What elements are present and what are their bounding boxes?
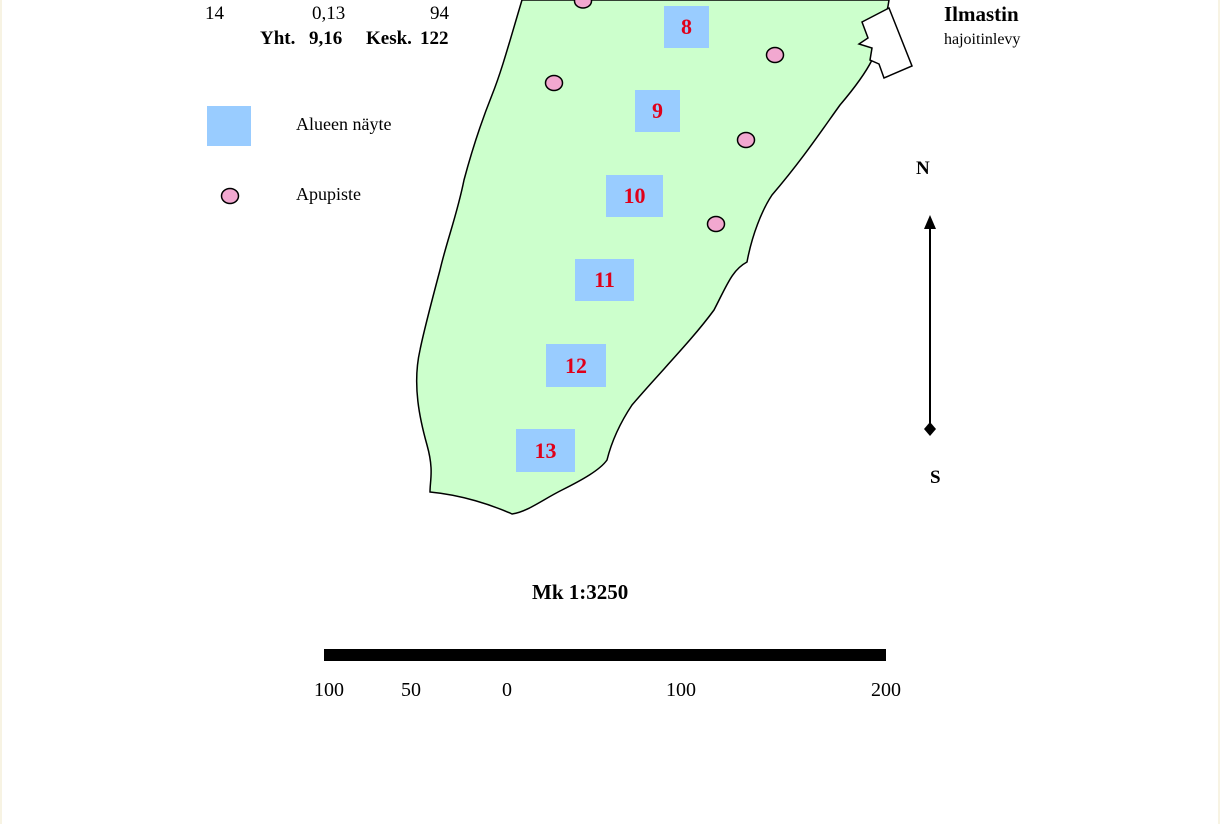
helper-point	[765, 46, 785, 64]
scale-tick-label: 0	[502, 679, 512, 701]
table-row-value1: 0,13	[312, 3, 346, 24]
scale-tick-label: 100	[314, 679, 344, 701]
south-diamond-icon	[924, 422, 936, 436]
table-row-value2: 94	[430, 3, 449, 24]
sample-point-12: 12	[546, 344, 606, 387]
helper-point	[706, 215, 726, 233]
diffuser-title: Ilmastin	[944, 2, 1019, 26]
diffuser-plate-shape	[857, 6, 913, 80]
legend-helper-label: Apupiste	[296, 184, 361, 204]
compass-north-label: N	[916, 158, 930, 179]
compass-south-label: S	[930, 467, 941, 488]
table-row-point: 14	[205, 3, 224, 24]
scale-bar	[324, 649, 886, 661]
scale-tick-label: 200	[871, 679, 901, 701]
sample-point-13: 13	[516, 429, 575, 472]
sample-point-10: 10	[606, 175, 663, 217]
totals-sum-label: Yht.	[260, 28, 296, 49]
helper-point	[573, 0, 593, 9]
helper-point	[544, 74, 564, 92]
svg-text:9: 9	[652, 98, 663, 123]
sample-point-11: 11	[575, 259, 634, 301]
sample-point-8: 8	[664, 6, 709, 48]
sample-point-9: 9	[635, 90, 680, 132]
land-area	[415, 0, 890, 515]
totals-mean-label: Kesk.	[366, 28, 412, 49]
legend-sample-swatch	[207, 106, 251, 146]
totals-sum-value: 9,16	[309, 28, 343, 49]
north-arrowhead-icon	[924, 215, 936, 229]
legend-sample-label: Alueen näyte	[296, 114, 392, 134]
diffuser-subtitle: hajoitinlevy	[944, 31, 1021, 48]
svg-text:11: 11	[594, 267, 615, 292]
scale-tick-label: 100	[666, 679, 696, 701]
scale-tick-label: 50	[401, 679, 421, 701]
scale-title: Mk 1:3250	[532, 580, 629, 604]
totals-mean-value: 122	[420, 28, 449, 49]
svg-text:13: 13	[535, 438, 557, 463]
helper-point	[736, 131, 756, 149]
svg-text:8: 8	[681, 14, 692, 39]
legend-helper-marker	[220, 187, 240, 205]
svg-text:12: 12	[565, 353, 587, 378]
svg-text:10: 10	[624, 183, 646, 208]
